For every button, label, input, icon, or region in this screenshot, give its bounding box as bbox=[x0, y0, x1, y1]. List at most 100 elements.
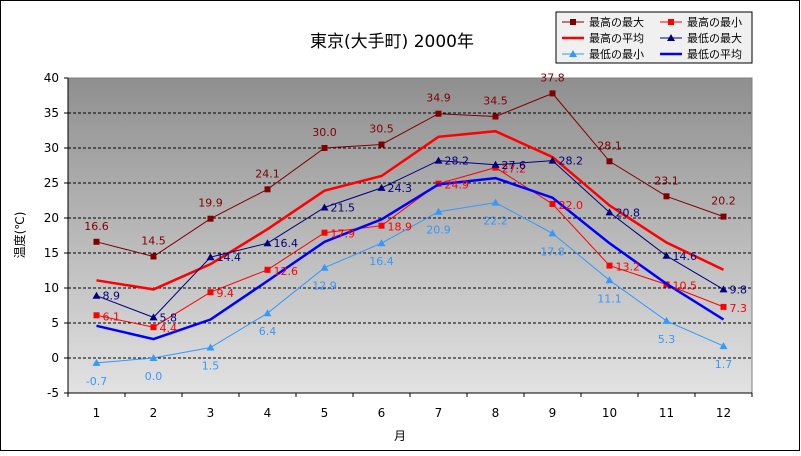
legend-marker bbox=[668, 19, 674, 25]
legend-item: 最高の最大 bbox=[562, 15, 644, 29]
data-label: 0.0 bbox=[145, 370, 163, 383]
x-tick-label: 11 bbox=[659, 406, 674, 420]
data-point bbox=[434, 156, 443, 164]
data-label: 21.5 bbox=[331, 202, 356, 215]
data-point bbox=[320, 203, 329, 211]
data-point bbox=[92, 358, 101, 366]
data-label: 5.3 bbox=[658, 333, 676, 346]
plot-area bbox=[67, 77, 753, 394]
data-label: 30.5 bbox=[369, 123, 394, 136]
data-label: 17.9 bbox=[331, 228, 356, 241]
x-axis: 1 2 3 4 5 6 7 8 9 10 11 12 bbox=[67, 392, 753, 420]
data-point bbox=[206, 253, 215, 261]
data-label: 28.2 bbox=[559, 155, 584, 168]
y-tick-label: 35 bbox=[44, 106, 59, 120]
data-point bbox=[491, 198, 500, 206]
chart-title: 東京(大手町) 2000年 bbox=[310, 32, 474, 52]
series-line bbox=[96, 176, 725, 341]
data-label: 10.5 bbox=[673, 280, 698, 293]
data-point bbox=[491, 160, 500, 168]
y-axis-title: 温度(℃) bbox=[12, 212, 27, 259]
data-label: 1.5 bbox=[202, 360, 220, 373]
data-label: 8.9 bbox=[103, 290, 121, 303]
data-point bbox=[492, 113, 499, 120]
data-point bbox=[378, 222, 385, 229]
data-point bbox=[263, 309, 272, 317]
legend-item: 最低の平均 bbox=[660, 48, 742, 61]
data-point bbox=[549, 201, 556, 207]
data-label: 28.2 bbox=[445, 155, 470, 168]
legend-label: 最高の最小 bbox=[687, 15, 742, 29]
series-3 bbox=[96, 129, 725, 291]
data-point bbox=[719, 285, 728, 293]
data-point bbox=[605, 208, 614, 216]
legend-label: 最高の最大 bbox=[589, 15, 644, 29]
data-label: 18.9 bbox=[388, 221, 413, 234]
legend-marker bbox=[667, 34, 675, 41]
x-tick-label: 7 bbox=[435, 406, 443, 420]
legend-label: 最低の最小 bbox=[589, 48, 644, 61]
x-tick-label: 5 bbox=[321, 406, 329, 420]
data-label: 28.1 bbox=[597, 139, 622, 152]
y-tick-label: 0 bbox=[51, 351, 59, 365]
data-label: 34.5 bbox=[483, 95, 508, 108]
data-label: 37.8 bbox=[540, 71, 565, 84]
x-tick-label: 2 bbox=[150, 406, 158, 420]
data-point bbox=[321, 145, 328, 151]
x-tick-label: 9 bbox=[549, 406, 557, 420]
data-label: 12.9 bbox=[312, 280, 337, 293]
data-label: 6.1 bbox=[103, 310, 121, 323]
data-label: 7.3 bbox=[730, 302, 748, 315]
data-point bbox=[548, 229, 557, 237]
data-label: 27.6 bbox=[502, 159, 527, 172]
series-5 bbox=[92, 198, 728, 366]
y-tick-label: 5 bbox=[51, 316, 59, 330]
data-label: 6.4 bbox=[259, 325, 277, 338]
data-label: 14.4 bbox=[217, 251, 242, 264]
data-label: 13.2 bbox=[616, 261, 641, 274]
series-line bbox=[96, 92, 724, 258]
data-label: 4.4 bbox=[160, 322, 178, 335]
data-label: 20.2 bbox=[711, 195, 736, 208]
series-line bbox=[96, 167, 724, 328]
data-labels-layer: 16.6 14.5 19.9 24.1 30.0 30.5 34.9 34.5 37.8 28.1… bbox=[84, 71, 748, 387]
data-point bbox=[207, 289, 214, 296]
y-tick-label: 15 bbox=[44, 246, 59, 260]
y-tick-label: 20 bbox=[44, 211, 59, 225]
data-label: 1.7 bbox=[715, 358, 733, 371]
data-label: 20.8 bbox=[616, 206, 641, 219]
data-label: 14.6 bbox=[673, 250, 698, 263]
data-point bbox=[435, 110, 442, 117]
data-label: 16.4 bbox=[369, 255, 394, 268]
y-axis: -5 0 5 10 15 20 25 30 35 40 bbox=[44, 71, 69, 400]
data-label: 9.8 bbox=[730, 283, 748, 296]
data-point bbox=[149, 354, 158, 361]
data-point bbox=[663, 193, 670, 200]
data-label: 34.9 bbox=[426, 92, 451, 105]
series-line bbox=[96, 129, 725, 291]
series-1 bbox=[93, 90, 727, 260]
data-point bbox=[93, 312, 100, 319]
data-label: 5.8 bbox=[160, 311, 178, 324]
data-point bbox=[264, 266, 271, 273]
legend-item: 最低の最大 bbox=[660, 31, 742, 45]
data-label: 12.6 bbox=[274, 265, 299, 278]
x-tick-label: 3 bbox=[207, 406, 215, 420]
legend-item: 最高の最小 bbox=[660, 15, 742, 29]
data-point bbox=[149, 313, 158, 321]
legend-label: 最低の平均 bbox=[687, 48, 742, 61]
data-point bbox=[263, 239, 272, 247]
x-tick-label: 6 bbox=[378, 406, 386, 420]
data-label: 17.8 bbox=[540, 245, 565, 258]
series-layer bbox=[92, 90, 728, 366]
y-tick-label: -5 bbox=[47, 386, 59, 400]
data-point bbox=[378, 141, 385, 148]
data-point bbox=[719, 342, 728, 350]
series-4 bbox=[92, 156, 728, 321]
x-tick-label: 12 bbox=[716, 406, 731, 420]
legend-label: 最高の平均 bbox=[589, 31, 644, 45]
data-label: 9.4 bbox=[217, 287, 235, 300]
y-tick-label: 10 bbox=[44, 281, 59, 295]
